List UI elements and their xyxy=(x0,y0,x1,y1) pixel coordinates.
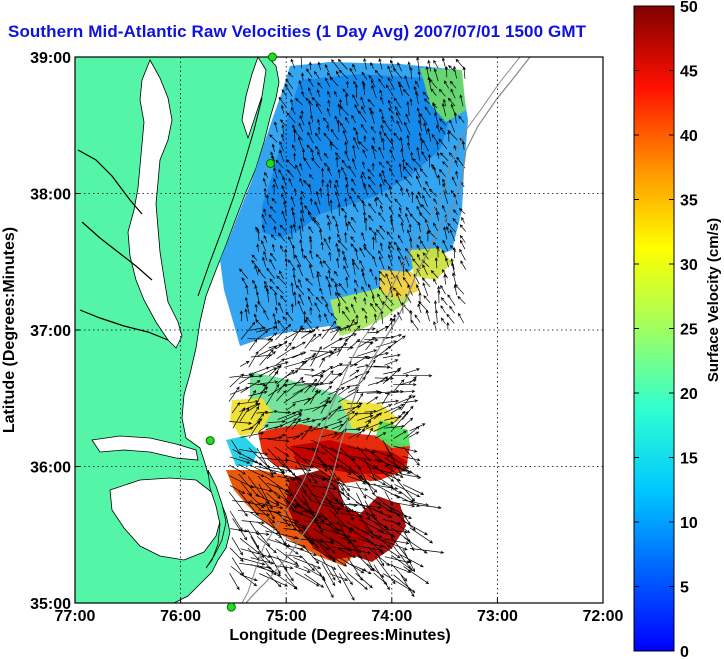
map-title: Southern Mid-Atlantic Raw Velocities (1 … xyxy=(8,22,587,41)
colorbar-tick-label: 20 xyxy=(680,386,698,403)
velocity-vectors xyxy=(228,57,467,601)
y-tick-label: 36:00 xyxy=(30,460,71,477)
colorbar-tick-label: 25 xyxy=(680,322,698,339)
river-rappahannock xyxy=(81,221,153,281)
colorbar-tick-label: 0 xyxy=(680,644,689,659)
colorbar-tick-label: 10 xyxy=(680,515,698,532)
y-tick-label: 38:00 xyxy=(30,187,71,204)
y-tick-label: 39:00 xyxy=(30,50,71,67)
station-marker xyxy=(265,158,275,168)
x-tick-label: 72:00 xyxy=(583,608,624,625)
x-tick-label: 76:00 xyxy=(160,608,201,625)
vector-arrows xyxy=(228,57,467,601)
colorbar-tick-label: 35 xyxy=(680,193,698,210)
delmarva-coast xyxy=(197,97,263,297)
y-tick-label: 35:00 xyxy=(30,596,71,613)
station-marker xyxy=(205,436,215,446)
y-axis: 39:00 38:00 37:00 36:00 35:00 xyxy=(30,50,80,613)
y-axis-label: Latitude (Degrees:Minutes) xyxy=(1,227,18,433)
station-markers xyxy=(205,52,277,612)
colorbar-tick-label: 45 xyxy=(680,64,698,81)
colorbar-tick-label: 15 xyxy=(680,451,698,468)
river-james xyxy=(79,309,169,341)
x-tick-label: 75:00 xyxy=(266,608,307,625)
station-marker xyxy=(226,602,236,612)
velocity-patch xyxy=(262,74,452,238)
x-tick-label: 77:00 xyxy=(55,608,96,625)
y-tick-label: 37:00 xyxy=(30,323,71,340)
colorbar xyxy=(633,5,675,652)
chesapeake-bay xyxy=(127,59,183,349)
colorbar-tick-label: 30 xyxy=(680,257,698,274)
x-tick-label: 73:00 xyxy=(477,608,518,625)
albemarle-sound xyxy=(91,435,199,461)
station-marker xyxy=(267,52,277,62)
shelf-contour-inner xyxy=(241,57,521,603)
colorbar-tick-label: 5 xyxy=(680,580,689,597)
pamlico-sound xyxy=(109,477,223,561)
shelf-break-contour xyxy=(245,57,531,603)
colorbar-tick-label: 40 xyxy=(680,128,698,145)
colorbar-label: Surface Velocity (cm/s) xyxy=(705,218,722,382)
river-potomac xyxy=(77,149,143,215)
barrier-islands xyxy=(205,469,227,569)
colorbar-tick-label: 50 xyxy=(680,0,698,16)
velocity-patch xyxy=(230,398,272,436)
x-axis: 77:00 76:00 75:00 74:00 73:00 72:00 xyxy=(55,598,624,625)
graticule xyxy=(75,57,603,603)
x-tick-label: 74:00 xyxy=(371,608,412,625)
delaware-bay xyxy=(241,57,267,140)
velocity-patch xyxy=(410,248,452,280)
x-axis-label: Longitude (Degrees:Minutes) xyxy=(229,627,450,644)
